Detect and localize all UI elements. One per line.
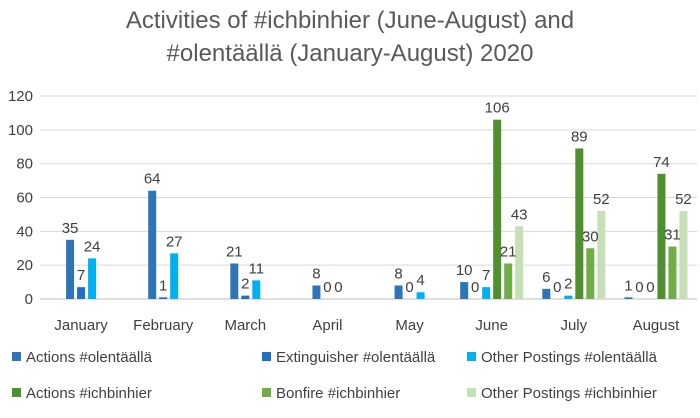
data-label: 31 (664, 227, 681, 244)
bar (148, 190, 157, 299)
bar (542, 288, 551, 299)
bar (394, 285, 403, 299)
bar (416, 292, 425, 299)
data-label: 1 (159, 277, 167, 294)
bar (252, 280, 261, 299)
legend-label: Other Postings #olentäällä (481, 349, 658, 366)
legend: Actions #olentäällä Extinguisher #olentää… (12, 349, 658, 402)
data-label: 0 (334, 279, 342, 296)
data-label: 4 (416, 272, 424, 289)
x-category-label: January (54, 317, 108, 334)
bar (159, 297, 168, 299)
bar (77, 287, 86, 299)
data-label: 52 (675, 191, 692, 208)
data-label: 106 (485, 100, 510, 117)
bar (515, 226, 524, 299)
legend-swatch (467, 352, 476, 361)
data-label: 21 (226, 243, 243, 260)
bars (66, 119, 688, 299)
legend-label: Other Postings #ichbinhier (481, 385, 657, 402)
data-label: 2 (564, 276, 572, 293)
data-label: 0 (635, 279, 643, 296)
data-label: 43 (511, 206, 528, 223)
data-label: 2 (241, 276, 249, 293)
legend-label: Actions #olentäällä (26, 349, 153, 366)
x-category-label: May (395, 317, 424, 334)
bar (66, 239, 75, 299)
data-label: 1 (624, 277, 632, 294)
bar (504, 263, 513, 299)
data-label: 74 (653, 154, 670, 171)
x-category-label: March (224, 317, 266, 334)
y-tick-label: 80 (16, 156, 33, 173)
legend-label: Actions #ichbinhier (26, 385, 152, 402)
y-tick-label: 40 (16, 223, 33, 240)
data-label: 89 (571, 128, 588, 145)
data-label: 6 (542, 269, 550, 286)
y-axis-ticks: 0 20 40 60 80 100 120 (8, 88, 33, 308)
legend-label: Extinguisher #olentäällä (276, 349, 436, 366)
x-category-label: August (633, 317, 681, 334)
bar (624, 297, 633, 299)
data-label: 24 (84, 238, 101, 255)
data-label: 0 (471, 279, 479, 296)
data-label: 21 (500, 243, 517, 260)
bar (564, 295, 573, 299)
bar (88, 258, 97, 299)
x-category-label: June (475, 317, 508, 334)
data-label: 27 (166, 233, 183, 250)
bar (312, 285, 321, 299)
bar (668, 246, 677, 299)
bar (597, 211, 606, 299)
bar (230, 263, 239, 299)
chart-title-line-2: #olentäällä (January-August) 2020 (167, 40, 534, 67)
bar (241, 295, 250, 299)
bar (170, 253, 179, 299)
data-label: 7 (482, 267, 490, 284)
bar (493, 119, 502, 299)
x-category-label: February (133, 317, 194, 334)
legend-swatch (467, 388, 476, 397)
data-label: 52 (593, 191, 610, 208)
data-label: 0 (405, 279, 413, 296)
data-label: 35 (62, 220, 79, 237)
x-axis-categories: January February March April May June July Augu… (54, 317, 680, 334)
data-label: 11 (249, 260, 265, 277)
y-tick-label: 100 (8, 122, 33, 139)
legend-swatch (262, 388, 271, 397)
bar (575, 148, 584, 299)
legend-swatch (262, 352, 271, 361)
bar (460, 282, 469, 299)
bar (482, 287, 491, 299)
x-category-label: July (560, 317, 587, 334)
chart-title-line-1: Activities of #ichbinhier (June-August) … (126, 7, 574, 34)
data-label: 30 (582, 228, 599, 245)
legend-swatch (12, 352, 21, 361)
bar (586, 248, 595, 299)
data-label: 64 (144, 171, 161, 188)
y-tick-label: 20 (16, 257, 33, 274)
data-label: 0 (553, 279, 561, 296)
y-tick-label: 120 (8, 88, 33, 105)
bar (657, 173, 666, 299)
y-tick-label: 60 (16, 190, 33, 207)
data-label: 0 (646, 279, 654, 296)
legend-label: Bonfire #ichbinhier (276, 385, 400, 402)
x-category-label: April (312, 317, 342, 334)
data-label: 10 (456, 262, 473, 279)
data-label: 0 (323, 279, 331, 296)
data-label: 8 (394, 265, 402, 282)
bar (679, 211, 688, 299)
legend-swatch (12, 388, 21, 397)
data-label: 7 (77, 267, 85, 284)
data-label: 8 (312, 265, 320, 282)
y-tick-label: 0 (25, 291, 33, 308)
